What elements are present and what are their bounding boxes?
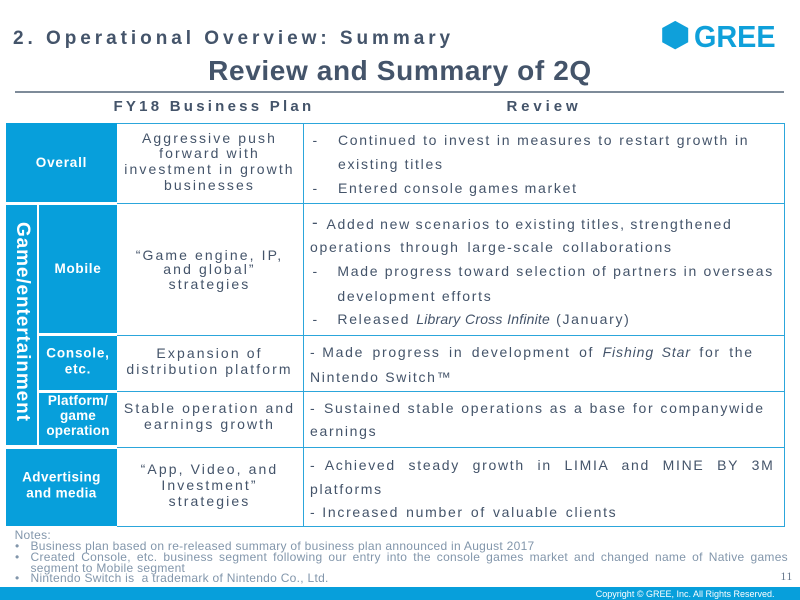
svg-text:GREE: GREE (694, 19, 776, 54)
